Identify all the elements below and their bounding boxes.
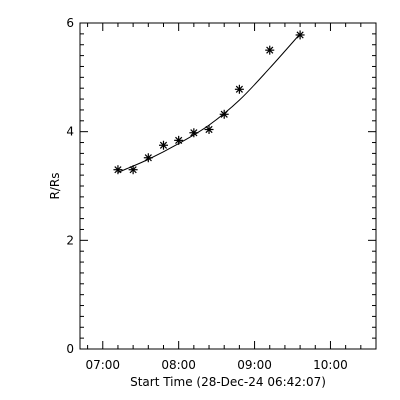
fit-curve xyxy=(117,33,301,173)
y-tick-label: 0 xyxy=(66,342,74,356)
data-point xyxy=(113,165,123,175)
y-tick-label: 4 xyxy=(66,125,74,139)
data-point xyxy=(143,153,153,163)
data-point xyxy=(234,84,244,94)
data-point xyxy=(219,109,229,119)
y-axis-label: R/Rs xyxy=(48,173,62,200)
data-point xyxy=(189,128,199,138)
x-tick-label: 10:00 xyxy=(313,358,348,372)
x-tick-label: 07:00 xyxy=(85,358,120,372)
x-tick-label: 08:00 xyxy=(161,358,196,372)
x-tick-label: 09:00 xyxy=(237,358,272,372)
tick-labels: 07:00 08:00 09:00 10:00 0 2 4 6 xyxy=(66,16,347,372)
plot-frame xyxy=(79,22,377,350)
data-point xyxy=(295,30,305,40)
data-point xyxy=(174,135,184,145)
data-points xyxy=(113,30,305,175)
x-axis-label: Start Time (28-Dec-24 06:42:07) xyxy=(130,375,326,389)
y-tick-label: 2 xyxy=(66,233,74,247)
data-point xyxy=(158,140,168,150)
data-point xyxy=(128,165,138,175)
data-point xyxy=(204,124,214,134)
axis-ticks xyxy=(80,22,377,350)
y-tick-label: 6 xyxy=(66,16,74,30)
data-point xyxy=(265,45,275,55)
